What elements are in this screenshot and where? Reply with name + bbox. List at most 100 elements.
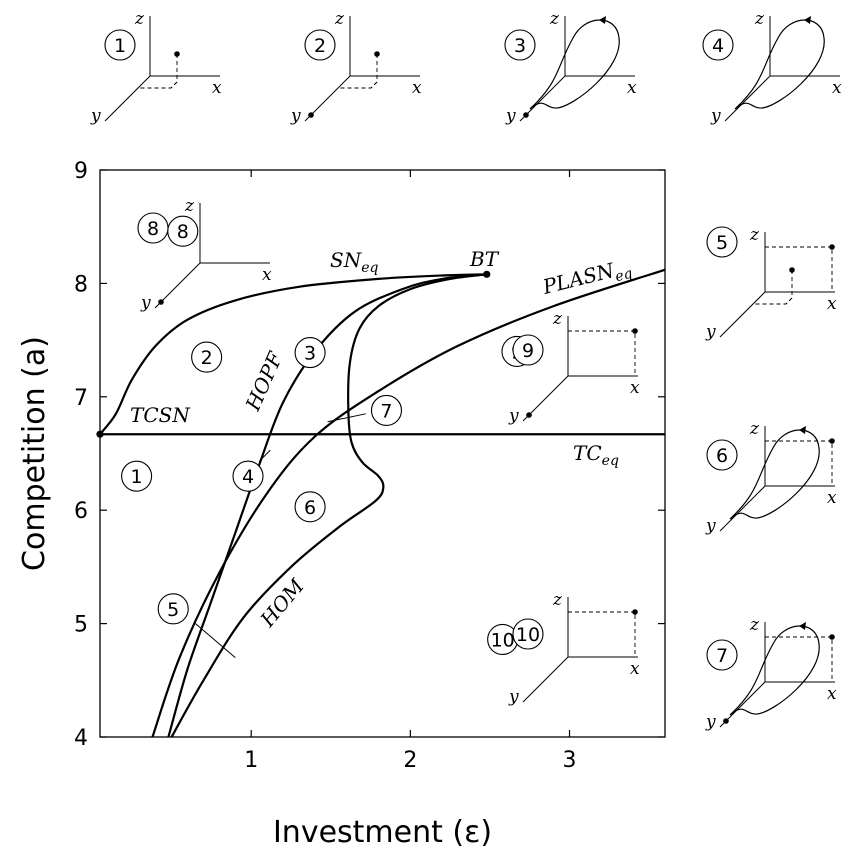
orbit-arrow	[599, 16, 606, 24]
interior-projection-diag	[370, 81, 378, 89]
origin-equilibrium-dot	[723, 718, 729, 724]
inset-6: z x y 6	[705, 419, 837, 536]
region-5-pointer	[195, 623, 236, 659]
region-8-number: 8	[177, 221, 189, 243]
inset-3-circle	[504, 29, 536, 61]
inset-z-label: z	[184, 196, 195, 216]
inset-y-label: y	[90, 106, 101, 126]
bt-label: BT	[469, 247, 500, 271]
y-tick-label: 8	[74, 272, 88, 297]
region-3-number: 3	[304, 343, 316, 365]
region-6-number: 6	[304, 497, 316, 519]
inset-x-label: x	[827, 294, 837, 314]
inset-z-label: z	[552, 309, 563, 329]
inset-x-label: x	[630, 659, 640, 679]
inset-y-label: y	[140, 293, 151, 313]
hom-label: HOM	[255, 574, 309, 632]
inset-3: z x y 3	[504, 9, 637, 126]
inset-y-axis	[724, 75, 771, 122]
inset-x-label: x	[627, 78, 637, 98]
x-axis-title: Investment (ε)	[273, 815, 492, 850]
plot-frame	[99, 169, 666, 738]
inset-4-number: 4	[712, 35, 724, 57]
inset-z-label: z	[749, 419, 760, 439]
bt-point	[483, 270, 491, 278]
inset-y-label: y	[290, 106, 301, 126]
inset-7: z x y 7	[705, 615, 837, 732]
orbit-arrow	[799, 426, 806, 434]
region-3-circle	[294, 337, 326, 369]
inset-y-label: y	[505, 106, 516, 126]
region-6-circle	[294, 491, 326, 523]
inset-x-label: x	[827, 684, 837, 704]
inset-x-label: x	[212, 78, 222, 98]
periodic-orbit	[529, 19, 620, 110]
corner-projection	[568, 330, 636, 376]
origin-equilibrium-dot	[158, 299, 164, 305]
interior-projection	[753, 270, 793, 305]
region-7-circle	[370, 394, 403, 426]
y-tick-label: 4	[74, 726, 88, 751]
inset-3-number: 3	[514, 35, 526, 57]
periodic-orbit	[734, 19, 825, 110]
curves	[100, 268, 665, 737]
plasn-eq-curve	[151, 268, 665, 737]
region-4-pointer	[258, 449, 271, 462]
origin-equilibrium-dot	[308, 112, 314, 118]
region-2-number: 2	[201, 347, 213, 369]
region-4-circle	[232, 460, 264, 492]
inset-9-number: 9	[522, 340, 534, 362]
inset-y-axis	[719, 485, 766, 532]
inset-10-number: 10	[516, 624, 540, 646]
corner-projection	[765, 440, 833, 486]
x-tick-label: 2	[403, 748, 417, 773]
tc-eq-label-subscript: eq	[602, 453, 619, 469]
y-tick-label: 7	[74, 386, 88, 411]
inset-y-label: y	[508, 406, 519, 426]
hopf-curve	[167, 273, 487, 737]
interior-projection-diag	[170, 81, 178, 89]
inset-z-label: z	[749, 615, 760, 635]
y-tick-label: 5	[74, 613, 88, 638]
inset-9-circle	[512, 334, 544, 366]
inset-y-axis	[104, 75, 151, 122]
orbit-arrow	[799, 622, 806, 630]
plasn-eq-label-subscript: eq	[614, 266, 635, 286]
inset-2-circle	[304, 29, 336, 61]
origin-equilibrium-dot	[526, 412, 532, 418]
inset-1-number: 1	[114, 35, 126, 57]
sn-eq-label: SNeq	[330, 248, 378, 276]
tcsn-label: TCSN	[130, 403, 191, 427]
interior-projection	[338, 54, 378, 89]
corner-projection	[765, 246, 833, 292]
inset-7-number: 7	[716, 645, 728, 667]
inset-y-label: y	[705, 516, 716, 536]
periodic-orbit	[729, 429, 820, 520]
inset-z-label: z	[552, 590, 563, 610]
inset-8: z x y 8	[137, 196, 272, 313]
hom-curve	[170, 273, 487, 737]
inset-8-number: 8	[147, 218, 159, 240]
inset-1: z x y 1	[90, 9, 222, 126]
inset-x-label: x	[832, 78, 842, 98]
origin-equilibrium-dot	[523, 112, 529, 118]
inset-8-circle	[137, 212, 169, 244]
inset-y-label: y	[508, 687, 519, 707]
inset-z-label: z	[754, 9, 765, 29]
corner-projection	[765, 636, 833, 682]
x-tick-label: 3	[563, 748, 577, 773]
inset-2: z x y 2	[290, 9, 422, 126]
inset-5-circle	[706, 226, 738, 258]
region-1-circle	[121, 460, 153, 492]
inset-y-axis	[522, 656, 569, 703]
inset-6-number: 6	[716, 445, 728, 467]
y-tick-label: 6	[74, 499, 88, 524]
inset-y-label: y	[710, 106, 721, 126]
periodic-orbit	[729, 625, 820, 716]
interior-projection	[138, 54, 178, 89]
orbit-arrow	[804, 16, 811, 24]
inset-y-axis	[719, 291, 766, 338]
region-4-number: 4	[242, 466, 254, 488]
inset-y-label: y	[705, 322, 716, 342]
